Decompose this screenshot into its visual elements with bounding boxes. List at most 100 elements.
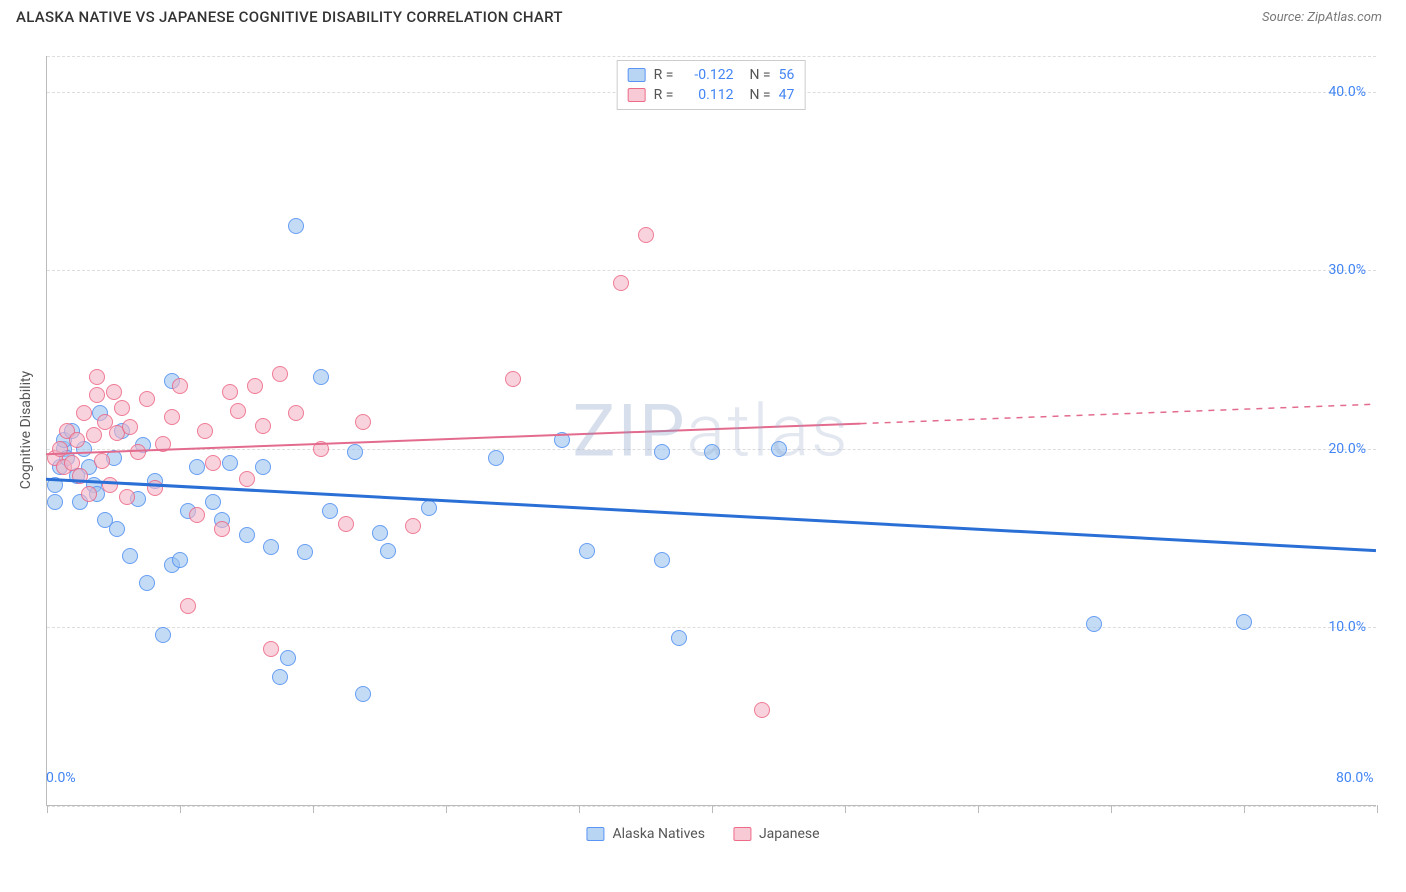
data-point-s1 <box>47 477 63 493</box>
x-tick <box>1377 805 1378 813</box>
n-label: N = <box>749 67 770 83</box>
data-point-s2 <box>239 471 255 487</box>
data-point-s1 <box>109 521 125 537</box>
data-point-s2 <box>172 378 188 394</box>
data-point-s1 <box>272 669 288 685</box>
y-tick-label: 10.0% <box>1328 619 1366 635</box>
data-point-s2 <box>205 455 221 471</box>
x-tick <box>978 805 979 813</box>
data-point-s1 <box>205 494 221 510</box>
data-point-s1 <box>239 527 255 543</box>
y-tick-label: 20.0% <box>1328 441 1366 457</box>
data-point-s2 <box>405 518 421 534</box>
data-point-s1 <box>380 543 396 559</box>
data-point-s2 <box>81 486 97 502</box>
corr-row-s2: R = 0.112 N = 47 <box>628 85 795 105</box>
data-point-s1 <box>288 218 304 234</box>
data-point-s2 <box>272 366 288 382</box>
data-point-s2 <box>230 403 246 419</box>
data-point-s2 <box>638 227 654 243</box>
corr-row-s1: R = -0.122 N = 56 <box>628 65 795 85</box>
source-attribution: Source: ZipAtlas.com <box>1262 10 1382 25</box>
data-point-s2 <box>72 468 88 484</box>
data-point-s2 <box>313 441 329 457</box>
correlation-box: R = -0.122 N = 56 R = 0.112 N = 47 <box>617 60 806 110</box>
n-label: N = <box>749 87 770 103</box>
x-tick <box>313 805 314 813</box>
data-point-s1 <box>172 552 188 568</box>
data-point-s1 <box>222 455 238 471</box>
x-tick <box>712 805 713 813</box>
data-point-s1 <box>155 627 171 643</box>
data-point-s1 <box>347 444 363 460</box>
data-point-s2 <box>355 414 371 430</box>
data-point-s2 <box>180 598 196 614</box>
data-point-s2 <box>189 507 205 523</box>
data-point-s2 <box>338 516 354 532</box>
data-point-s1 <box>654 444 670 460</box>
n-value-s1: 56 <box>779 67 795 83</box>
data-point-s2 <box>147 480 163 496</box>
data-point-s2 <box>164 409 180 425</box>
data-point-s2 <box>263 641 279 657</box>
plot-area: 10.0%20.0%30.0%40.0% <box>46 56 1376 806</box>
x-tick-label: 0.0% <box>46 770 76 786</box>
data-point-s1 <box>704 444 720 460</box>
r-label: R = <box>654 67 674 83</box>
data-point-s1 <box>297 544 313 560</box>
data-point-s1 <box>263 539 279 555</box>
data-point-s2 <box>89 387 105 403</box>
data-point-s2 <box>255 418 271 434</box>
n-value-s2: 47 <box>779 87 795 103</box>
data-point-s1 <box>189 459 205 475</box>
data-point-s1 <box>421 500 437 516</box>
data-point-s1 <box>1086 616 1102 632</box>
data-point-s1 <box>579 543 595 559</box>
x-tick <box>845 805 846 813</box>
gridline <box>47 56 1376 57</box>
legend-label-s1: Alaska Natives <box>612 826 705 842</box>
data-point-s2 <box>94 453 110 469</box>
data-point-s2 <box>222 384 238 400</box>
legend-bottom: Alaska Natives Japanese <box>586 826 819 842</box>
data-point-s1 <box>1236 614 1252 630</box>
data-point-s2 <box>247 378 263 394</box>
legend-item-s1: Alaska Natives <box>586 826 705 842</box>
x-tick <box>446 805 447 813</box>
x-tick <box>1111 805 1112 813</box>
data-point-s2 <box>86 427 102 443</box>
data-point-s1 <box>122 548 138 564</box>
data-point-s1 <box>654 552 670 568</box>
data-point-s1 <box>255 459 271 475</box>
swatch-s2 <box>733 827 751 841</box>
data-point-s2 <box>505 371 521 387</box>
y-tick-label: 40.0% <box>1328 84 1366 100</box>
data-point-s2 <box>139 391 155 407</box>
data-point-s2 <box>106 384 122 400</box>
swatch-s2 <box>628 88 646 102</box>
chart-title: ALASKA NATIVE VS JAPANESE COGNITIVE DISA… <box>16 8 563 26</box>
data-point-s2 <box>76 405 92 421</box>
data-point-s1 <box>313 369 329 385</box>
x-tick-label: 80.0% <box>1336 770 1374 786</box>
data-point-s1 <box>554 432 570 448</box>
data-point-s2 <box>89 369 105 385</box>
x-tick <box>47 805 48 813</box>
data-point-s1 <box>280 650 296 666</box>
data-point-s2 <box>155 436 171 452</box>
gridline <box>47 270 1376 271</box>
data-point-s1 <box>771 441 787 457</box>
r-label: R = <box>654 87 674 103</box>
gridline <box>47 627 1376 628</box>
data-point-s2 <box>613 275 629 291</box>
r-value-s2: 0.112 <box>681 87 733 103</box>
data-point-s2 <box>114 400 130 416</box>
swatch-s1 <box>586 827 604 841</box>
legend-label-s2: Japanese <box>759 826 820 842</box>
data-point-s2 <box>288 405 304 421</box>
data-point-s2 <box>69 432 85 448</box>
data-point-s2 <box>122 419 138 435</box>
data-point-s1 <box>671 630 687 646</box>
x-tick <box>1244 805 1245 813</box>
data-point-s2 <box>197 423 213 439</box>
